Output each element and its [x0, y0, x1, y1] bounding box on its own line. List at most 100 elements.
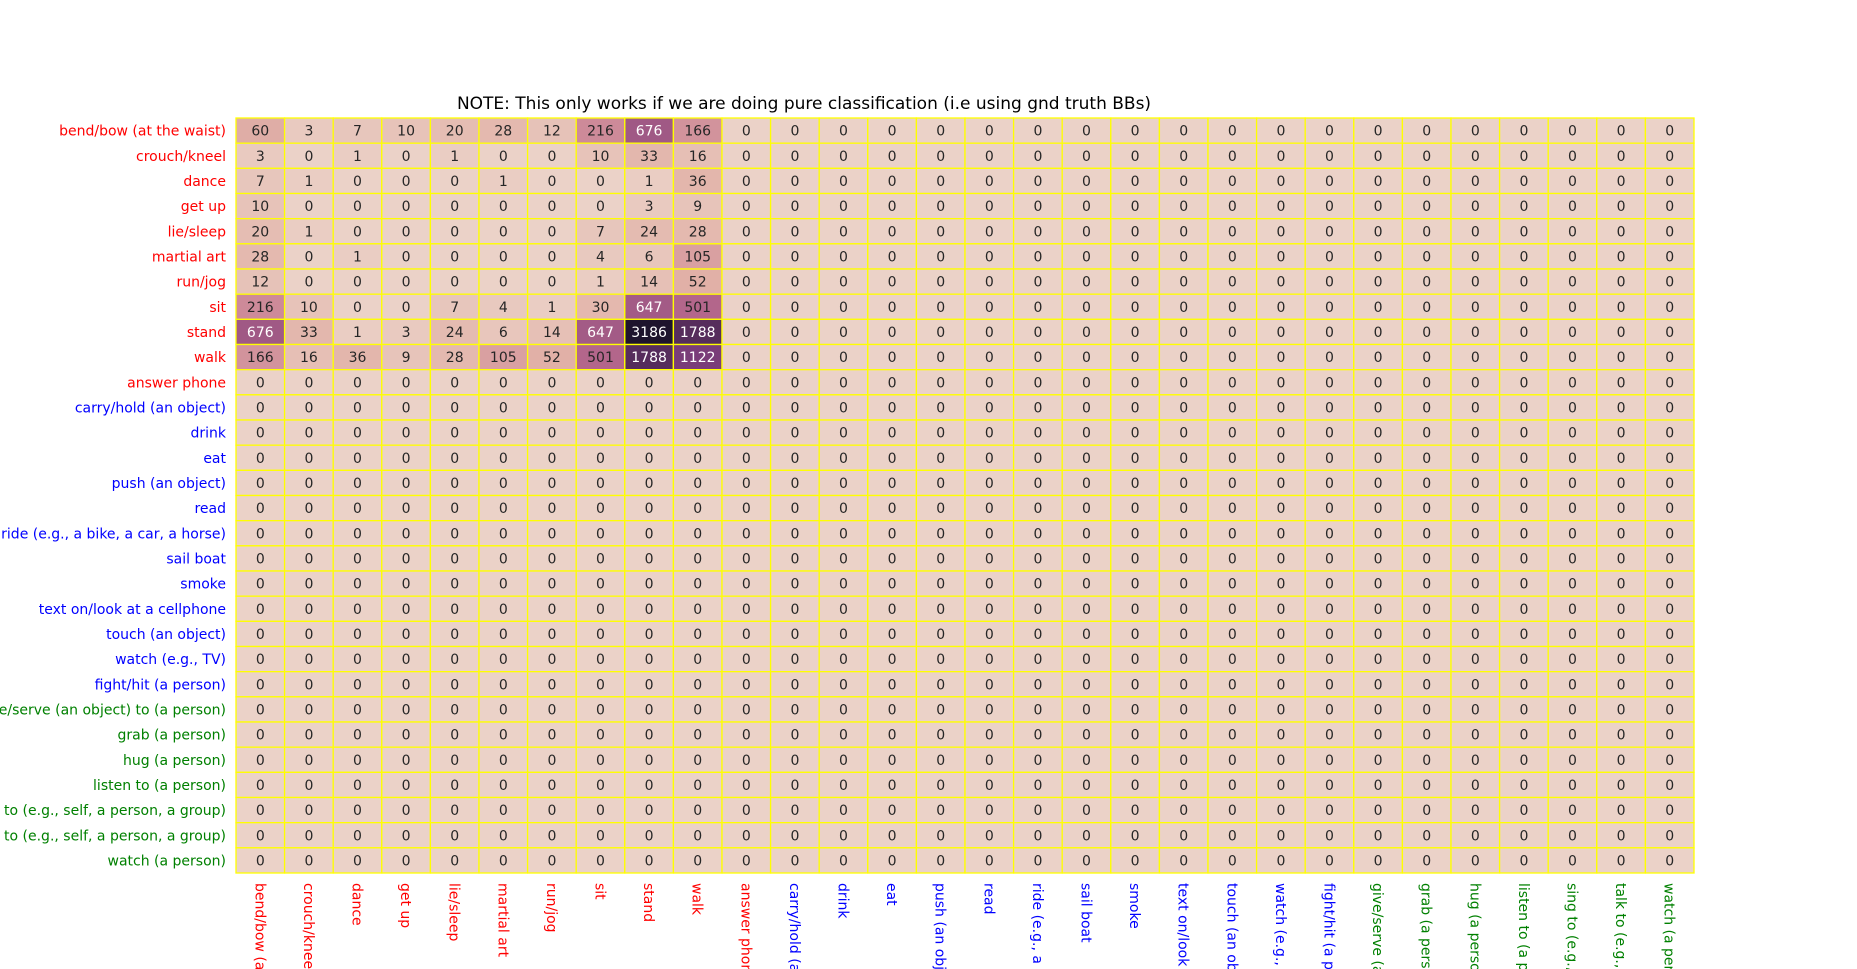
cell-value-label: 0 — [888, 124, 897, 140]
heatmap-cell — [283, 117, 334, 144]
heatmap-cell — [429, 822, 480, 849]
heatmap-cell — [1158, 268, 1209, 295]
cell-value-label: 0 — [1131, 677, 1140, 693]
cell-value-label: 0 — [645, 853, 654, 869]
heatmap-cell — [1061, 696, 1112, 723]
cell-value-label: 0 — [450, 652, 459, 668]
heatmap-cell — [769, 117, 820, 144]
cell-value-label: 0 — [985, 778, 994, 794]
cell-value-label: 0 — [1665, 778, 1674, 794]
heatmap-cell — [1061, 243, 1112, 270]
heatmap-cell — [818, 419, 869, 446]
cell-value-label: 0 — [1665, 451, 1674, 467]
heatmap-cell — [672, 796, 723, 824]
heatmap-cell — [867, 343, 918, 371]
heatmap-cell — [769, 645, 820, 673]
cell-value-label: 0 — [1325, 426, 1334, 442]
cell-value-label: 0 — [353, 199, 362, 215]
cell-value-label: 0 — [596, 803, 605, 819]
heatmap-cell — [1255, 494, 1306, 522]
cell-value-label: 0 — [353, 501, 362, 517]
cell-value-label: 0 — [256, 853, 265, 869]
heatmap-cell — [769, 419, 820, 446]
heatmap-cell — [867, 117, 918, 144]
cell-value-label: 0 — [1374, 199, 1383, 215]
cell-value-label: 10 — [300, 300, 318, 316]
cell-value-label: 0 — [1568, 602, 1577, 618]
cell-value-label: 0 — [790, 577, 799, 593]
heatmap-cell — [1353, 696, 1404, 723]
cell-value-label: 0 — [693, 551, 702, 567]
cell-value-label: 0 — [1471, 476, 1480, 492]
heatmap-cell — [1353, 293, 1404, 320]
cell-value-label: 0 — [1422, 501, 1431, 517]
cell-value-label: 0 — [1131, 199, 1140, 215]
cell-value-label: 0 — [1422, 577, 1431, 593]
cell-value-label: 0 — [1568, 753, 1577, 769]
heatmap-cell — [1158, 419, 1209, 446]
cell-value-label: 0 — [596, 476, 605, 492]
cell-value-label: 0 — [693, 400, 702, 416]
cell-value-label: 0 — [499, 476, 508, 492]
cell-value-label: 0 — [1665, 249, 1674, 265]
cell-value-label: 0 — [839, 803, 848, 819]
heatmap-cell — [1304, 847, 1355, 874]
cell-value-label: 0 — [596, 853, 605, 869]
cell-value-label: 0 — [1422, 602, 1431, 618]
heatmap-cell — [1547, 369, 1598, 396]
cell-value-label: 0 — [839, 602, 848, 618]
heatmap-cell — [1547, 469, 1598, 497]
cell-value-label: 0 — [1568, 199, 1577, 215]
cell-value-label: 0 — [1519, 249, 1528, 265]
cell-value-label: 0 — [1179, 753, 1188, 769]
cell-value-label: 0 — [304, 149, 313, 165]
cell-value-label: 0 — [645, 652, 654, 668]
cell-value-label: 0 — [304, 375, 313, 391]
cell-value-label: 0 — [1179, 400, 1188, 416]
cell-value-label: 0 — [1374, 275, 1383, 291]
cell-value-label: 0 — [839, 627, 848, 643]
cell-value-label: 0 — [1082, 124, 1091, 140]
cell-value-label: 0 — [402, 224, 411, 240]
heatmap-cell — [1596, 268, 1647, 295]
heatmap-cell — [478, 721, 529, 748]
heatmap-cell — [283, 293, 334, 320]
cell-value-label: 0 — [1519, 149, 1528, 165]
cell-value-label: 0 — [1276, 778, 1285, 794]
cell-value-label: 0 — [742, 426, 751, 442]
heatmap-cell — [721, 645, 772, 673]
cell-value-label: 0 — [402, 249, 411, 265]
heatmap-cell — [1012, 796, 1063, 824]
heatmap-cell — [332, 117, 383, 144]
heatmap-cell — [1547, 419, 1598, 446]
cell-value-label: 20 — [446, 124, 464, 140]
cell-value-label: 0 — [1519, 426, 1528, 442]
cell-value-label: 105 — [490, 350, 517, 366]
cell-value-label: 0 — [1082, 753, 1091, 769]
cell-value-label: 0 — [1665, 275, 1674, 291]
heatmap-cell — [381, 570, 432, 597]
heatmap-cell — [381, 721, 432, 748]
cell-value-label: 4 — [596, 249, 605, 265]
heatmap-cell — [672, 268, 723, 295]
cell-value-label: 0 — [985, 728, 994, 744]
cell-value-label: 0 — [1131, 652, 1140, 668]
cell-value-label: 0 — [1665, 602, 1674, 618]
cell-value-label: 0 — [693, 577, 702, 593]
heatmap-cell — [526, 494, 577, 522]
cell-value-label: 0 — [1617, 526, 1626, 542]
cell-value-label: 0 — [1276, 728, 1285, 744]
heatmap-cell — [1255, 796, 1306, 824]
cell-value-label: 0 — [1617, 828, 1626, 844]
cell-value-label: 0 — [1422, 300, 1431, 316]
heatmap-cell — [867, 822, 918, 849]
cell-value-label: 0 — [256, 778, 265, 794]
heatmap-cell — [964, 771, 1015, 799]
column-tick-label: sing to (e.g., s — [1564, 883, 1580, 969]
heatmap-cell — [1498, 645, 1549, 673]
cell-value-label: 0 — [547, 199, 556, 215]
cell-value-label: 0 — [1665, 199, 1674, 215]
heatmap-cell — [915, 444, 966, 471]
cell-value-label: 0 — [1519, 627, 1528, 643]
heatmap-cell — [867, 645, 918, 673]
